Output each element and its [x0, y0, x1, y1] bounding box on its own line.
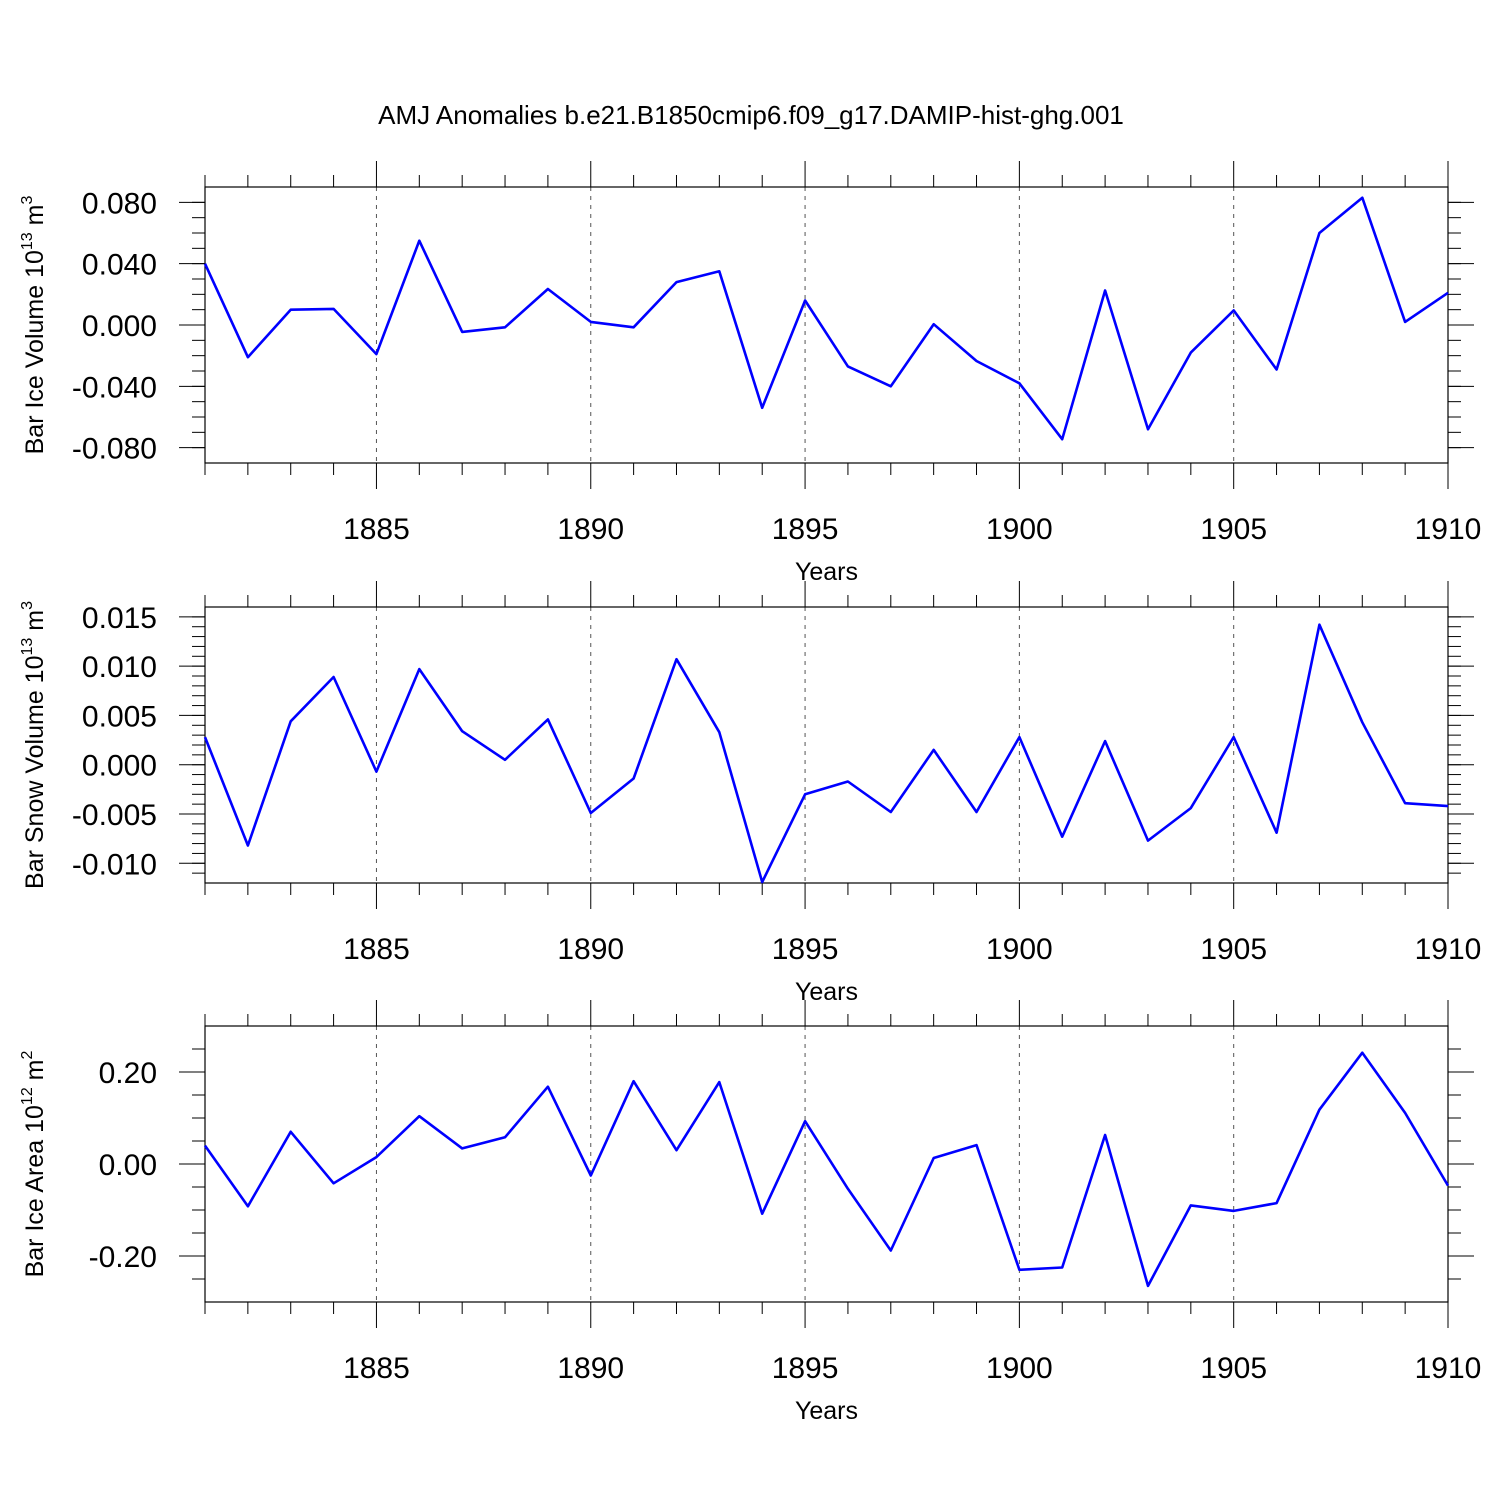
x-tick-label: 1910	[1415, 933, 1482, 966]
series-line	[203, 1051, 1450, 1288]
y-tick-label: 0.080	[82, 187, 157, 220]
y-tick-label: 0.015	[82, 602, 157, 635]
x-tick-label: 1895	[772, 513, 839, 546]
x-tick-label: 1895	[772, 933, 839, 966]
x-tick-label: 1910	[1415, 1352, 1482, 1385]
x-tick-label: 1885	[343, 513, 410, 546]
y-tick-label: -0.005	[72, 799, 157, 832]
x-axis-label: Years	[795, 558, 858, 586]
panel-snow-volume: 1885 1890 1895 1900 1905 1910 Years -0.010 -0.00…	[19, 581, 1481, 1006]
x-tick-label: 1905	[1200, 933, 1267, 966]
panel-ice-volume: 1885 1890 1895 1900 1905 1910 Years -0.080 -0.04…	[19, 161, 1481, 586]
plot-frame	[204, 1025, 1449, 1303]
plot-frame	[204, 186, 1449, 464]
x-tick-label: 1890	[557, 513, 624, 546]
x-tick-label: 1900	[986, 1352, 1053, 1385]
y-axis-label: Bar Ice Area 1012 m2	[19, 1051, 49, 1278]
x-axis-label: Years	[795, 1397, 858, 1425]
series-line	[203, 623, 1449, 884]
y-tick-label: -0.080	[72, 433, 157, 466]
x-tick-label: 1890	[557, 933, 624, 966]
x-tick-label: 1900	[986, 933, 1053, 966]
y-tick-label: 0.040	[82, 249, 157, 282]
y-tick-label: -0.040	[72, 371, 157, 404]
chart-title: AMJ Anomalies b.e21.B1850cmip6.f09_g17.D…	[378, 100, 1124, 130]
y-tick-label: 0.00	[99, 1149, 157, 1182]
y-tick-label: 0.010	[82, 651, 157, 684]
x-tick-label: 1900	[986, 513, 1053, 546]
x-tick-label: 1910	[1415, 513, 1482, 546]
panels: 1885 1890 1895 1900 1905 1910 Years -0.080 -0.04…	[19, 161, 1481, 1425]
x-tick-label: 1885	[343, 1352, 410, 1385]
x-tick-label: 1905	[1200, 513, 1267, 546]
y-axis-label: Bar Snow Volume 1013 m3	[19, 601, 49, 889]
y-tick-label: 0.000	[82, 750, 157, 783]
x-tick-label: 1895	[772, 1352, 839, 1385]
series-line	[203, 196, 1449, 441]
x-tick-label: 1905	[1200, 1352, 1267, 1385]
y-tick-label: 0.000	[82, 310, 157, 343]
y-tick-label: -0.20	[89, 1241, 157, 1274]
y-tick-label: -0.010	[72, 848, 157, 881]
x-axis-label: Years	[795, 978, 858, 1006]
plot-frame	[204, 606, 1449, 884]
x-tick-label: 1890	[557, 1352, 624, 1385]
x-tick-label: 1885	[343, 933, 410, 966]
y-axis-label: Bar Ice Volume 1013 m3	[19, 196, 49, 455]
y-tick-label: 0.20	[99, 1057, 157, 1090]
y-tick-label: 0.005	[82, 700, 157, 733]
panel-ice-area: 1885 1890 1895 1900 1905 1910 Years -0.20 0.00 0.…	[19, 1000, 1481, 1425]
